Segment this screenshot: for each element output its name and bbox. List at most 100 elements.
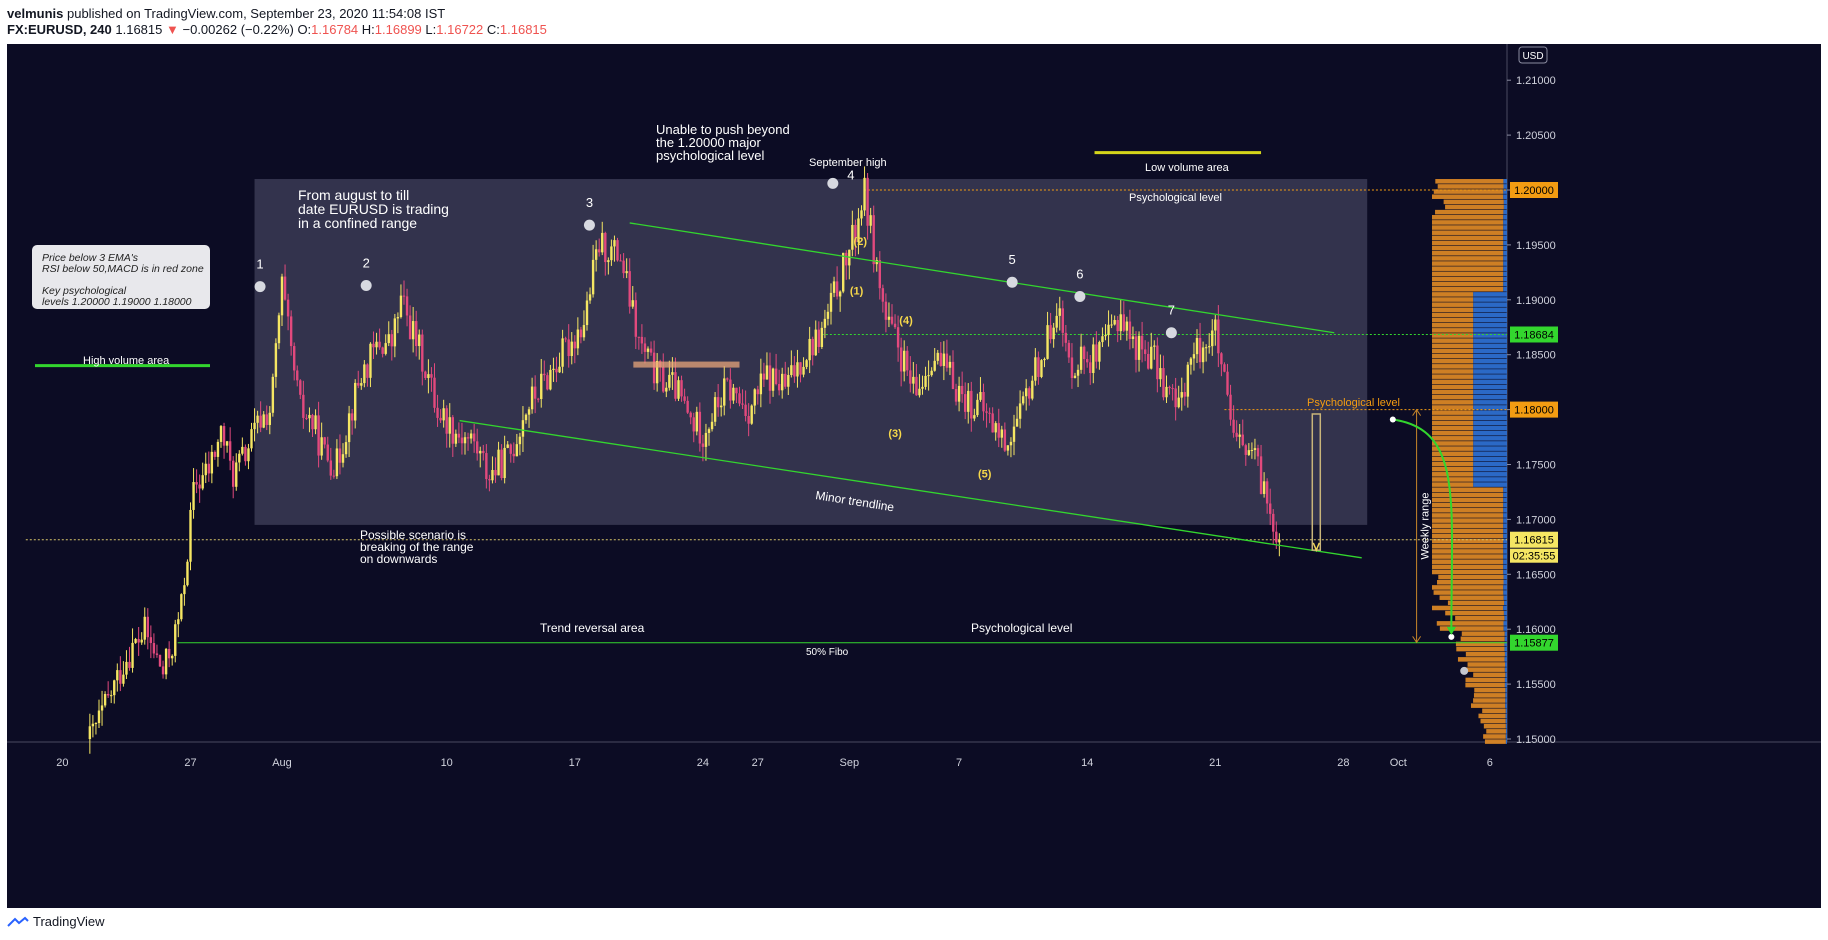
candle-body[interactable] bbox=[103, 694, 107, 706]
candle-body[interactable] bbox=[116, 670, 119, 681]
candle-body[interactable] bbox=[970, 390, 973, 419]
candle-body[interactable] bbox=[1015, 418, 1019, 427]
candle-body[interactable] bbox=[622, 260, 625, 274]
candle-body[interactable] bbox=[137, 639, 140, 643]
candle-body[interactable] bbox=[829, 292, 833, 312]
candle-body[interactable] bbox=[350, 413, 354, 421]
candle-body[interactable] bbox=[1113, 320, 1116, 325]
candle-body[interactable] bbox=[814, 329, 817, 356]
candle-body[interactable] bbox=[1250, 450, 1254, 452]
candle-body[interactable] bbox=[314, 415, 317, 430]
candle-body[interactable] bbox=[549, 369, 552, 390]
candle-body[interactable] bbox=[384, 343, 387, 354]
candle-body[interactable] bbox=[558, 366, 561, 373]
candle-body[interactable] bbox=[527, 409, 531, 415]
candle-body[interactable] bbox=[88, 726, 92, 739]
candle-body[interactable] bbox=[1241, 434, 1244, 446]
candle-body[interactable] bbox=[1012, 426, 1016, 442]
candle-body[interactable] bbox=[344, 442, 348, 455]
candle-body[interactable] bbox=[692, 417, 695, 432]
candle-body[interactable] bbox=[1253, 448, 1257, 451]
candle-body[interactable] bbox=[811, 338, 814, 356]
candle-body[interactable] bbox=[1058, 308, 1061, 316]
candle-body[interactable] bbox=[155, 653, 159, 655]
candle-body[interactable] bbox=[91, 723, 95, 727]
candle-body[interactable] bbox=[1272, 513, 1275, 532]
candle-body[interactable] bbox=[408, 315, 412, 340]
candle-body[interactable] bbox=[805, 360, 808, 367]
candle-body[interactable] bbox=[1037, 357, 1040, 377]
candle-body[interactable] bbox=[817, 329, 820, 347]
candle-body[interactable] bbox=[591, 259, 595, 295]
candle-body[interactable] bbox=[1018, 403, 1022, 419]
candle-body[interactable] bbox=[787, 375, 790, 387]
candle-body[interactable] bbox=[323, 437, 326, 445]
candle-body[interactable] bbox=[366, 364, 369, 378]
candle-body[interactable] bbox=[1180, 392, 1183, 398]
candle-body[interactable] bbox=[1229, 394, 1232, 420]
candle-body[interactable] bbox=[460, 437, 464, 444]
candle-body[interactable] bbox=[546, 375, 549, 390]
candle-body[interactable] bbox=[960, 385, 964, 395]
candle-body[interactable] bbox=[357, 382, 360, 386]
candle-body[interactable] bbox=[466, 437, 470, 439]
candle-body[interactable] bbox=[652, 352, 656, 384]
consolidation-highlight[interactable] bbox=[633, 361, 740, 368]
candle-body[interactable] bbox=[729, 379, 732, 401]
candle-body[interactable] bbox=[265, 414, 268, 425]
candle-body[interactable] bbox=[845, 252, 848, 266]
candle-body[interactable] bbox=[957, 385, 961, 402]
candle-body[interactable] bbox=[289, 316, 293, 347]
candle-body[interactable] bbox=[625, 271, 628, 274]
candle-body[interactable] bbox=[710, 421, 714, 430]
candle-body[interactable] bbox=[94, 723, 98, 725]
candle-body[interactable] bbox=[97, 710, 101, 724]
candle-body[interactable] bbox=[918, 388, 921, 396]
candle-body[interactable] bbox=[903, 350, 906, 372]
candle-body[interactable] bbox=[100, 705, 104, 711]
candle-body[interactable] bbox=[299, 380, 302, 395]
candle-body[interactable] bbox=[747, 415, 750, 424]
candle-body[interactable] bbox=[933, 360, 936, 371]
candle-body[interactable] bbox=[857, 218, 860, 243]
candle-body[interactable] bbox=[1021, 396, 1025, 404]
candle-body[interactable] bbox=[415, 321, 418, 347]
currency-badge[interactable] bbox=[1518, 46, 1548, 64]
candle-body[interactable] bbox=[268, 412, 271, 425]
candle-body[interactable] bbox=[1049, 325, 1052, 340]
candle-body[interactable] bbox=[317, 415, 320, 456]
candle-body[interactable] bbox=[927, 375, 930, 377]
candle-body[interactable] bbox=[537, 398, 540, 400]
candle-body[interactable] bbox=[442, 408, 445, 421]
candle-body[interactable] bbox=[790, 365, 793, 376]
candle-body[interactable] bbox=[793, 365, 796, 377]
chart-area[interactable]: 1 2 3 4 5 6 7 (1) (2) (3) (4) (5) Weekly range Price … bbox=[7, 44, 1821, 908]
candle-body[interactable] bbox=[1159, 368, 1162, 380]
candle-body[interactable] bbox=[543, 373, 546, 376]
candle-body[interactable] bbox=[207, 463, 210, 474]
tradingview-logo-icon[interactable] bbox=[7, 916, 29, 928]
candle-body[interactable] bbox=[390, 334, 393, 347]
candle-body[interactable] bbox=[899, 347, 903, 372]
candle-body[interactable] bbox=[378, 341, 381, 348]
candle-body[interactable] bbox=[469, 433, 473, 439]
candle-body[interactable] bbox=[695, 411, 698, 432]
candle-body[interactable] bbox=[1165, 386, 1168, 398]
candle-body[interactable] bbox=[994, 423, 997, 433]
candle-body[interactable] bbox=[445, 408, 448, 434]
candle-body[interactable] bbox=[732, 387, 735, 401]
candle-body[interactable] bbox=[826, 311, 830, 319]
candle-body[interactable] bbox=[823, 318, 827, 328]
candle-body[interactable] bbox=[573, 341, 576, 349]
candle-body[interactable] bbox=[1076, 369, 1080, 376]
price-axis-background[interactable] bbox=[1507, 44, 1821, 742]
candle-body[interactable] bbox=[274, 343, 278, 377]
candle-body[interactable] bbox=[152, 643, 156, 654]
candle-body[interactable] bbox=[418, 334, 421, 347]
candle-body[interactable] bbox=[1140, 335, 1144, 350]
candle-body[interactable] bbox=[1177, 397, 1180, 408]
candle-body[interactable] bbox=[1061, 308, 1064, 333]
footer-brand[interactable]: TradingView bbox=[33, 914, 105, 929]
candle-body[interactable] bbox=[472, 433, 476, 442]
candle-body[interactable] bbox=[146, 616, 149, 638]
